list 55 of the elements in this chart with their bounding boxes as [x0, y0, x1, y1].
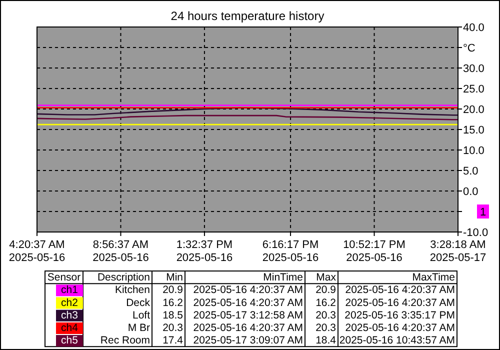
- y-tick-label: 40.0: [463, 22, 484, 34]
- x-tick-label: 4:20:37 AM 2025-05-16: [8, 239, 66, 264]
- text: 1: [480, 206, 486, 218]
- line-series: [36, 107, 459, 116]
- text: ch5: [61, 334, 78, 347]
- text: ch3: [61, 309, 78, 322]
- text: Rec Room: [100, 334, 150, 347]
- text: 2025-05-16 3:35:17 PM: [344, 309, 455, 322]
- x-tick-label: 6:16:17 PM 2025-05-16: [262, 239, 319, 264]
- text: 20.3: [316, 322, 336, 334]
- text: 16.2: [316, 296, 336, 309]
- text: Max: [316, 272, 337, 284]
- text: Description: [97, 272, 150, 284]
- text: Min: [166, 272, 184, 284]
- text: 20.3: [316, 309, 336, 322]
- text: MaxTime: [412, 272, 456, 284]
- text: 16.2: [162, 296, 184, 309]
- text: Deck: [126, 296, 151, 309]
- y-tick-label: 20.0: [463, 104, 484, 116]
- text: 2025-05-16 4:20:37 AM: [345, 284, 455, 296]
- y-tick-label: 10.0: [463, 144, 484, 157]
- text: 2025-05-16 4:20:37 AM: [345, 322, 455, 334]
- text: 18.5: [162, 309, 184, 322]
- y-tick-label: 30.0: [463, 62, 484, 75]
- text: Kitchen: [114, 284, 150, 296]
- text: 2025-05-16 10:43:57 AM: [339, 334, 455, 347]
- x-tick-label: 10:52:17 PM 2025-05-16: [343, 239, 406, 264]
- text: 20.9: [162, 284, 184, 296]
- y-tick-label: °C: [463, 42, 476, 54]
- x-tick-label: 8:56:37 AM 2025-05-16: [92, 239, 149, 264]
- text: 2025-05-17 3:09:07 AM: [193, 334, 303, 347]
- x-tick-label: 1:32:37 PM 2025-05-16: [176, 239, 233, 264]
- text: 2025-05-16 4:20:37 AM: [193, 296, 303, 309]
- text: ch4: [61, 322, 78, 334]
- text: ch2: [61, 296, 78, 309]
- y-tick-label: 0.0: [463, 186, 478, 198]
- chart-title: 24 hours temperature history: [170, 9, 324, 23]
- text: MinTime: [263, 272, 304, 284]
- text: 17.4: [162, 334, 184, 347]
- text: 18.4: [316, 334, 336, 347]
- text: 20.3: [162, 322, 184, 334]
- y-tick-label: -10.0: [463, 226, 488, 239]
- y-tick-label: 5.0: [463, 165, 478, 178]
- text: M Br: [128, 322, 150, 334]
- text: 20.9: [316, 284, 336, 296]
- text: ch1: [61, 284, 78, 296]
- text: Loft: [132, 309, 150, 322]
- text: 2025-05-16 4:20:37 AM: [345, 296, 455, 309]
- text: Sensor: [47, 272, 82, 284]
- text: 2025-05-16 4:20:37 AM: [193, 284, 303, 296]
- x-tick-label: 3:28:18 AM 2025-05-17: [430, 239, 486, 264]
- y-tick-label: 15.0: [463, 124, 484, 136]
- text: 2025-05-16 4:20:37 AM: [193, 322, 303, 334]
- text: 2025-05-17 3:12:58 AM: [193, 309, 303, 322]
- y-tick-label: 25.0: [463, 83, 484, 96]
